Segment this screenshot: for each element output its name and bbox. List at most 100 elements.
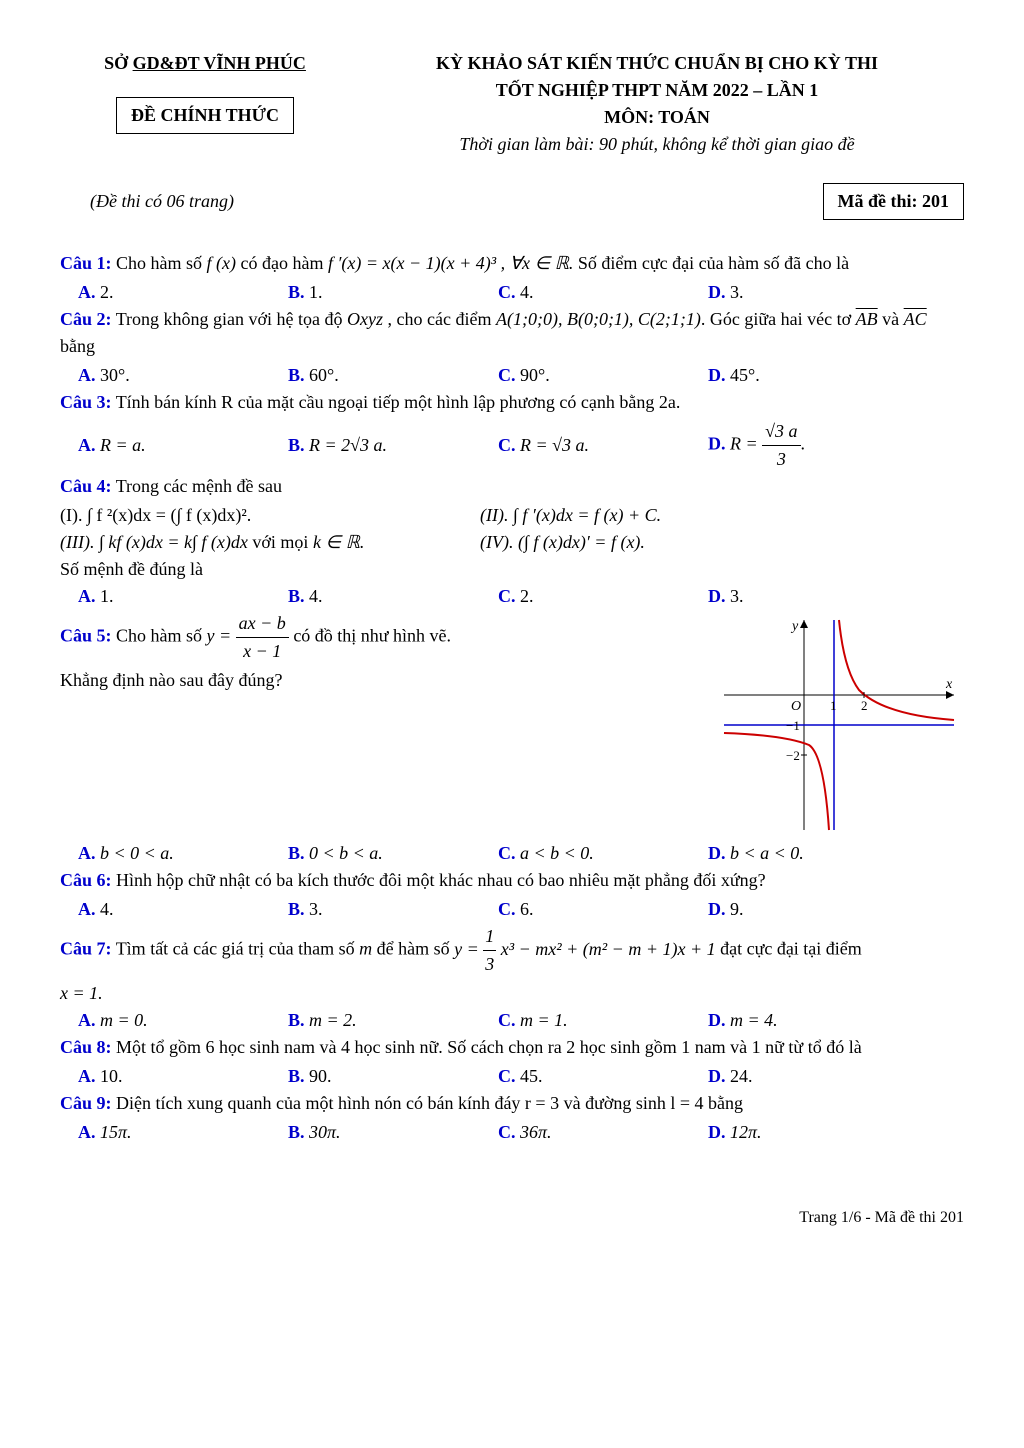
q7-label: Câu 7: — [60, 939, 112, 959]
optD-label: D. — [708, 365, 726, 385]
q7-optA: m = 0. — [96, 1010, 148, 1030]
q9-optC: 36π. — [516, 1122, 552, 1142]
optC-label: C. — [498, 1010, 516, 1030]
q1-optA: 2. — [96, 282, 114, 302]
optC-label: C. — [498, 1122, 516, 1142]
graph-y-label: y — [790, 619, 799, 634]
question-4: Câu 4: Trong các mệnh đề sau — [60, 473, 964, 500]
optA-label: A. — [78, 1122, 96, 1142]
question-3: Câu 3: Tính bán kính R của mặt cầu ngoại… — [60, 389, 964, 416]
q4-statements-row1: (I). ∫ f ²(x)dx = (∫ f (x)dx)². (II). ∫ … — [60, 502, 964, 529]
optB-label: B. — [288, 586, 305, 606]
q6-optD: 9. — [726, 899, 744, 919]
q7-fn: y = 13 x³ − mx² + (m² − m + 1)x + 1 — [454, 939, 716, 959]
q8-text: Một tổ gồm 6 học sinh nam và 4 học sinh … — [112, 1037, 862, 1057]
optB-label: B. — [288, 899, 305, 919]
optA-label: A. — [78, 843, 96, 863]
header-right: KỲ KHẢO SÁT KIẾN THỨC CHUẨN BỊ CHO KỲ TH… — [350, 50, 964, 158]
optB-label: B. — [288, 843, 305, 863]
optA-label: A. — [78, 899, 96, 919]
question-6: Câu 6: Hình hộp chữ nhật có ba kích thướ… — [60, 867, 964, 894]
q2-points: A(1;0;0), B(0;0;1), C(2;1;1) — [496, 309, 701, 329]
q5-optC: a < b < 0. — [516, 843, 594, 863]
q2-label: Câu 2: — [60, 309, 112, 329]
q7-options: A. m = 0. B. m = 2. C. m = 1. D. m = 4. — [78, 1007, 964, 1034]
q3-options: A. R = a. B. R = 2√3 a. C. R = √3 a. D. … — [78, 418, 964, 473]
official-box: ĐỀ CHÍNH THỨC — [116, 97, 294, 134]
meta-row: (Đề thi có 06 trang) Mã đề thi: 201 — [60, 183, 964, 220]
q2-optC: 90°. — [516, 365, 550, 385]
q2-text2: , cho các điểm — [383, 309, 496, 329]
graph-x1: 1 — [830, 698, 837, 713]
optC-label: C. — [498, 282, 516, 302]
q1-options: A. 2. B. 1. C. 4. D. 3. — [78, 279, 964, 306]
q8-optC: 45. — [516, 1066, 543, 1086]
q3-optC: R = √3 a. — [516, 435, 590, 455]
q9-text: Diện tích xung quanh của một hình nón có… — [112, 1093, 743, 1113]
q1-fx: f (x) — [207, 253, 236, 273]
q9-optD: 12π. — [726, 1122, 762, 1142]
q8-options: A. 10. B. 90. C. 45. D. 24. — [78, 1063, 964, 1090]
q3-optD-den: 3 — [762, 446, 800, 473]
q4-text: Trong các mệnh đề sau — [112, 476, 282, 496]
q5-text2: có đồ thị như hình vẽ. — [289, 626, 451, 646]
optD-label: D. — [708, 1066, 726, 1086]
q2-ac: AC — [904, 309, 927, 329]
optC-label: C. — [498, 843, 516, 863]
q4-statements-row2: (III). ∫ kf (x)dx = k∫ f (x)dx với mọi k… — [60, 529, 964, 556]
q7-optC: m = 1. — [516, 1010, 568, 1030]
q2-optA: 30°. — [96, 365, 130, 385]
optB-label: B. — [288, 435, 305, 455]
optB-label: B. — [288, 1122, 305, 1142]
optB-label: B. — [288, 282, 305, 302]
q4-optA: 1. — [96, 586, 114, 606]
optA-label: A. — [78, 435, 96, 455]
q3-optD-num: √3 a — [762, 418, 800, 446]
q6-optB: 3. — [305, 899, 323, 919]
optD-label: D. — [708, 434, 726, 454]
question-2: Câu 2: Trong không gian với hệ tọa độ Ox… — [60, 306, 964, 360]
q5-label: Câu 5: — [60, 626, 112, 646]
q8-optA: 10. — [96, 1066, 123, 1086]
title-line-1: KỲ KHẢO SÁT KIẾN THỨC CHUẨN BỊ CHO KỲ TH… — [350, 50, 964, 77]
q4-options: A. 1. B. 4. C. 2. D. 3. — [78, 583, 964, 610]
q2-optB: 60°. — [305, 365, 339, 385]
q1-text1: Cho hàm số — [112, 253, 207, 273]
q8-label: Câu 8: — [60, 1037, 112, 1057]
optD-label: D. — [708, 1010, 726, 1030]
q5-options: A. b < 0 < a. B. 0 < b < a. C. a < b < 0… — [78, 840, 964, 867]
q6-optC: 6. — [516, 899, 534, 919]
question-8: Câu 8: Một tổ gồm 6 học sinh nam và 4 họ… — [60, 1034, 964, 1061]
q3-optD-frac: √3 a3 — [762, 418, 800, 473]
q5-frac: ax − bx − 1 — [236, 610, 289, 665]
optD-label: D. — [708, 282, 726, 302]
q2-va: và — [878, 309, 904, 329]
q8-optD: 24. — [726, 1066, 753, 1086]
time-note: Thời gian làm bài: 90 phút, không kể thờ… — [350, 131, 964, 158]
optA-label: A. — [78, 282, 96, 302]
q1-optD: 3. — [726, 282, 744, 302]
optD-label: D. — [708, 843, 726, 863]
org-underline: GD&ĐT VĨNH PHÚC — [133, 53, 306, 73]
q5-graph: O 1 2 −1 −2 y x — [714, 610, 964, 840]
q4-optB: 4. — [305, 586, 323, 606]
q9-optB: 30π. — [305, 1122, 341, 1142]
question-9: Câu 9: Diện tích xung quanh của một hình… — [60, 1090, 964, 1117]
optB-label: B. — [288, 1010, 305, 1030]
q7-optD: m = 4. — [726, 1010, 778, 1030]
title-line-2: TỐT NGHIỆP THPT NĂM 2022 – LẦN 1 — [350, 77, 964, 104]
q4-s3b: với mọi — [248, 532, 313, 552]
q7-text4: x = 1. — [60, 980, 964, 1007]
optB-label: B. — [288, 365, 305, 385]
q2-options: A. 30°. B. 60°. C. 90°. D. 45°. — [78, 362, 964, 389]
optC-label: C. — [498, 899, 516, 919]
graph-origin: O — [791, 699, 801, 714]
graph-y1: −1 — [786, 718, 800, 733]
q4-text2: Số mệnh đề đúng là — [60, 556, 964, 583]
q2-text1: Trong không gian với hệ tọa độ — [112, 309, 348, 329]
q5-num: ax − b — [236, 610, 289, 638]
page-footer: Trang 1/6 - Mã đề thi 201 — [60, 1206, 964, 1230]
q4-s3c: k ∈ ℝ. — [313, 532, 364, 552]
optD-label: D. — [708, 1122, 726, 1142]
q4-optC: 2. — [516, 586, 534, 606]
